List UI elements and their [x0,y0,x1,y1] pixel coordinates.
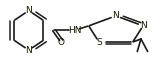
Text: N: N [140,21,146,30]
Text: N: N [25,46,32,55]
Text: N: N [113,11,119,20]
Text: HN: HN [68,26,81,35]
Text: O: O [58,38,65,47]
Text: S: S [96,38,102,47]
Text: N: N [25,6,32,15]
